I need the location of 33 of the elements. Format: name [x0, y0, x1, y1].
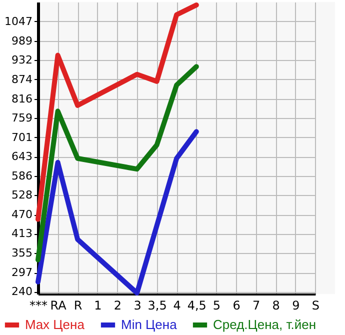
y-tick-label: 586	[12, 169, 32, 182]
x-tick-label: 7	[252, 298, 260, 312]
y-tick-label: 932	[12, 53, 32, 66]
x-tick-label: 8	[272, 298, 280, 312]
x-tick-label: 3	[134, 298, 142, 312]
x-tick-label: R	[74, 298, 82, 312]
legend-label: Max Цена	[25, 317, 86, 332]
x-tick-label: 1	[94, 298, 102, 312]
y-tick-label: 240	[12, 285, 32, 298]
x-tick-label: ***	[30, 298, 48, 312]
y-tick-label: 701	[12, 130, 32, 144]
y-tick-label: 528	[12, 188, 32, 202]
x-tick-label: 3,5	[148, 298, 167, 312]
y-tick-label: 297	[12, 266, 32, 280]
x-tick-label: 5	[212, 298, 221, 312]
x-tick-label: 4	[173, 298, 181, 312]
x-tick-label: RA	[50, 298, 68, 312]
y-tick-label: 759	[12, 111, 32, 124]
x-tick-label: 2	[114, 298, 122, 312]
y-tick-label: 816	[12, 92, 32, 106]
y-tick-label: 874	[12, 72, 32, 86]
x-tick-label: 4,5	[187, 298, 206, 312]
y-tick-label: 989	[12, 34, 32, 48]
y-tick-label: 355	[12, 246, 32, 260]
y-tick-label: 643	[12, 150, 32, 164]
y-tick-label: 1047	[4, 14, 32, 28]
y-tick-label: 413	[12, 227, 32, 240]
legend-label: Сред.Цена, т.йен	[213, 317, 316, 332]
x-tick-label: 6	[232, 298, 240, 312]
legend-label: Min Цена	[121, 317, 178, 332]
y-tick-label: 470	[12, 208, 32, 222]
x-tick-label: S	[312, 298, 320, 312]
x-tick-label: 9	[292, 298, 300, 312]
